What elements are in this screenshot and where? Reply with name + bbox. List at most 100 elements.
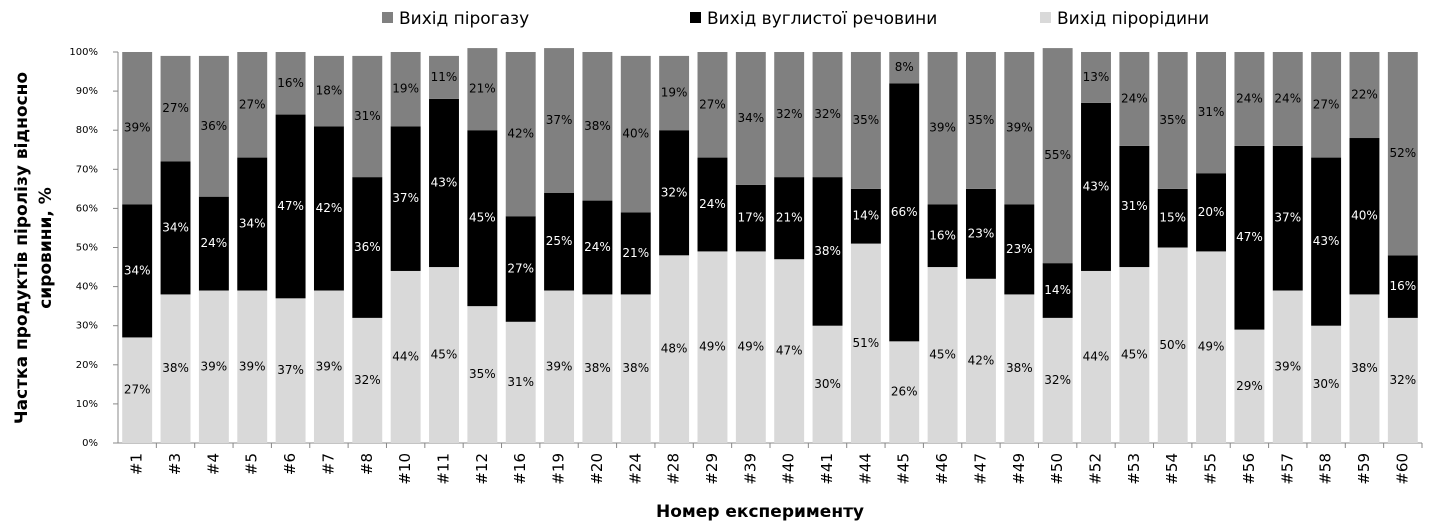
data-label: 21% — [776, 211, 803, 225]
x-tick-label: #5 — [243, 453, 261, 475]
bar-segment — [889, 52, 920, 84]
bar-segment — [313, 55, 344, 127]
bar-segment — [429, 98, 459, 268]
bar-segment — [1004, 294, 1035, 443]
x-tick-label: #45 — [895, 453, 913, 485]
data-label: 16% — [277, 76, 304, 90]
data-label: 27% — [239, 97, 266, 111]
data-label: 43% — [1313, 234, 1340, 248]
bar-segment — [1349, 52, 1380, 139]
bar-segment — [735, 52, 766, 185]
bar-segment — [1081, 270, 1111, 443]
x-tick-label: #20 — [588, 453, 606, 485]
data-label: 42% — [316, 201, 343, 215]
x-tick-label: #44 — [856, 453, 874, 485]
data-label: 27% — [507, 262, 534, 276]
bar-segment — [850, 243, 881, 443]
x-tick-label: #29 — [703, 453, 721, 485]
bar-segment — [812, 325, 843, 443]
bar-segment — [1004, 52, 1035, 205]
bar-segment — [1387, 255, 1418, 318]
bar-segment — [582, 200, 613, 295]
x-tick-label: #6 — [281, 453, 299, 475]
data-label: 37% — [546, 113, 573, 127]
x-tick-label: #8 — [358, 453, 376, 475]
bar-segment — [122, 337, 153, 443]
y-tick-label: 40% — [76, 282, 98, 293]
bar-segment — [697, 52, 728, 158]
data-label: 42% — [968, 353, 995, 367]
x-tick-label: #46 — [933, 453, 951, 485]
bar-segment — [620, 294, 651, 443]
x-tick-label: #1 — [128, 453, 146, 475]
data-label: 40% — [1351, 209, 1378, 223]
data-label: 24% — [699, 197, 726, 211]
bar-segment — [390, 52, 421, 127]
data-label: 47% — [277, 199, 304, 213]
data-label: 52% — [1389, 146, 1416, 160]
data-label: 34% — [239, 217, 266, 231]
bar-segment — [505, 321, 536, 443]
bar-segment — [429, 55, 459, 99]
data-label: 39% — [1006, 121, 1033, 135]
x-tick-label: #7 — [319, 453, 337, 475]
bar-segment — [1042, 317, 1073, 443]
bar-segment — [505, 216, 536, 322]
x-tick-label: #52 — [1087, 453, 1105, 485]
x-tick-label: #47 — [971, 453, 989, 485]
bar-segment — [812, 177, 843, 326]
data-label: 36% — [354, 240, 381, 254]
bar-segment — [659, 255, 690, 443]
data-label: 21% — [469, 82, 496, 96]
data-label: 45% — [1121, 348, 1148, 362]
bar-segment — [429, 267, 459, 443]
data-label: 48% — [661, 342, 688, 356]
data-label: 18% — [316, 84, 343, 98]
data-label: 19% — [661, 86, 688, 100]
bar-segment — [275, 52, 306, 115]
bar-segment — [1234, 145, 1265, 330]
bar-segment — [965, 188, 996, 279]
bar-segment — [735, 184, 766, 252]
bar-segment — [390, 270, 421, 443]
bar-segment — [927, 204, 958, 268]
data-label: 27% — [124, 383, 151, 397]
x-tick-label: #16 — [511, 453, 529, 485]
bar-segment — [582, 52, 613, 201]
bar-segment — [774, 259, 805, 443]
bar-segment — [160, 55, 191, 162]
data-label: 44% — [392, 349, 419, 363]
data-label: 47% — [1236, 230, 1263, 244]
data-label: 45% — [929, 348, 956, 362]
bar-segment — [659, 55, 690, 131]
bar-segment — [697, 251, 728, 443]
data-label: 37% — [1274, 211, 1301, 225]
legend-label: Вихід пірорідини — [1057, 9, 1209, 29]
data-label: 38% — [1006, 361, 1033, 375]
data-label: 32% — [661, 185, 688, 199]
bar-segment — [889, 341, 920, 443]
bar-segment — [1196, 251, 1227, 443]
data-label: 14% — [853, 209, 880, 223]
x-tick-label: #54 — [1163, 453, 1181, 485]
data-label: 32% — [354, 373, 381, 387]
x-tick-label: #28 — [665, 453, 683, 485]
data-label: 47% — [776, 344, 803, 358]
x-tick-label: #56 — [1240, 453, 1258, 485]
data-label: 17% — [737, 211, 764, 225]
bar-segment — [198, 290, 229, 443]
y-axis-title: Частка продуктів піролізу відносно — [12, 72, 32, 424]
data-label: 24% — [1274, 91, 1301, 105]
data-label: 30% — [1313, 377, 1340, 391]
data-label: 66% — [891, 205, 918, 219]
y-tick-label: 20% — [76, 360, 98, 371]
bar-segment — [1272, 52, 1303, 146]
x-tick-label: #49 — [1010, 453, 1028, 485]
data-label: 20% — [1198, 205, 1225, 219]
data-label: 38% — [814, 244, 841, 258]
data-label: 43% — [1083, 179, 1110, 193]
data-label: 11% — [431, 70, 458, 84]
bar-segment — [198, 196, 229, 291]
data-label: 42% — [507, 127, 534, 141]
data-label: 38% — [584, 361, 611, 375]
